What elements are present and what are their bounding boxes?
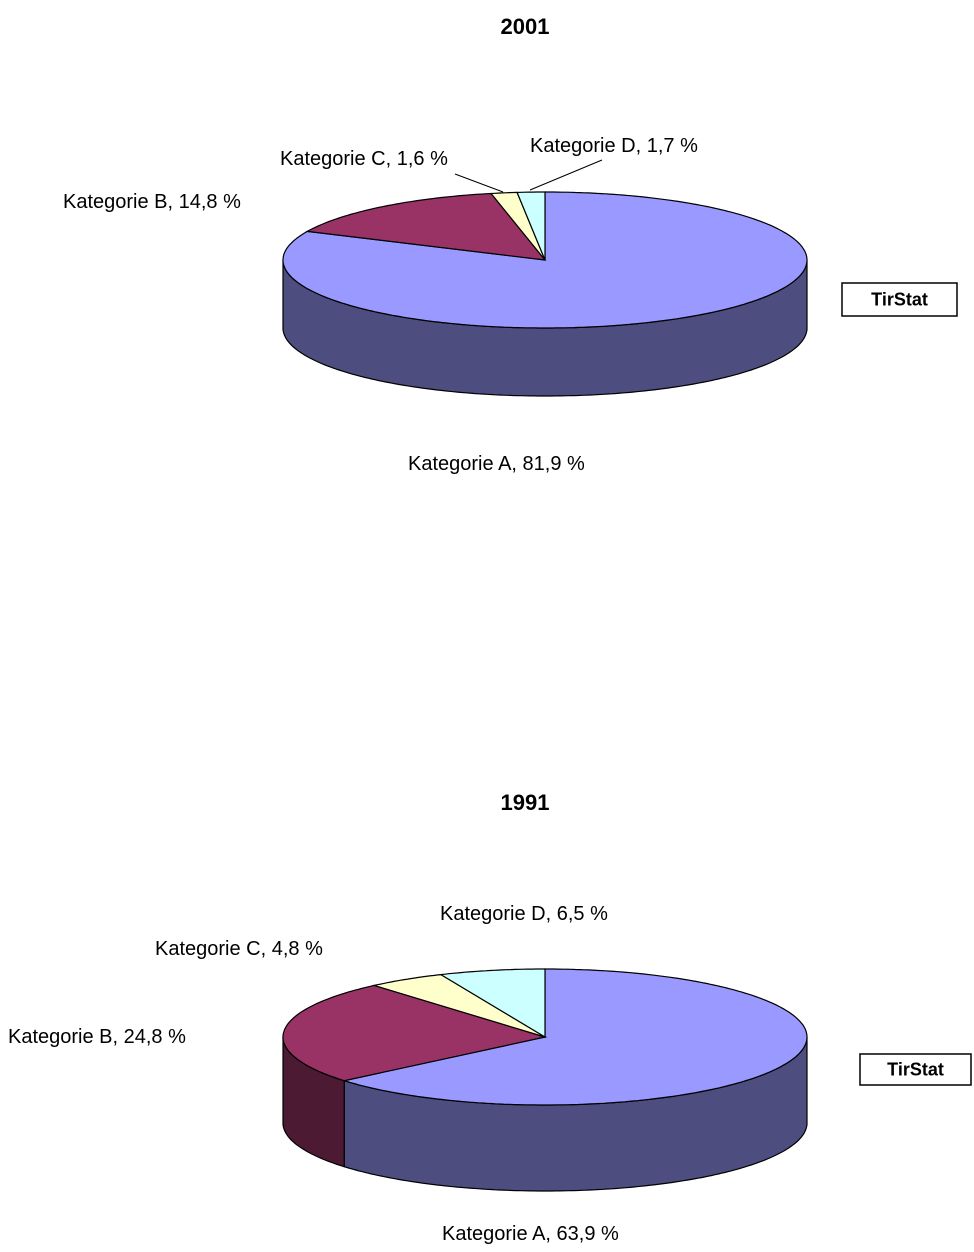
slice: [516, 191, 546, 261]
data-label: Kategorie B, 24,8 %: [8, 1026, 186, 1048]
chart-title: 2001: [501, 14, 550, 39]
data-label: Kategorie A, 81,9 %: [408, 453, 585, 475]
data-label: Kategorie B, 14,8 %: [63, 191, 241, 213]
slice: [439, 968, 546, 1039]
slice: [282, 984, 548, 1082]
chart-title: 1991: [501, 790, 550, 815]
annotation: TirStat: [887, 1060, 944, 1080]
annotation-box: [859, 1053, 972, 1086]
slice: [344, 968, 808, 1106]
leader-line: [529, 159, 603, 191]
leader-line: [454, 173, 504, 193]
data-label: Kategorie A, 63,9 %: [442, 1223, 619, 1245]
slice: [371, 973, 546, 1038]
data-label: Kategorie D, 6,5 %: [440, 903, 608, 925]
slice: [489, 191, 546, 261]
annotation-box: [841, 282, 958, 317]
slice: [305, 192, 547, 261]
data-label: Kategorie C, 4,8 %: [155, 938, 323, 960]
data-label: Kategorie D, 1,7 %: [530, 135, 698, 157]
data-label: Kategorie C, 1,6 %: [280, 148, 448, 170]
annotation: TirStat: [871, 290, 928, 310]
